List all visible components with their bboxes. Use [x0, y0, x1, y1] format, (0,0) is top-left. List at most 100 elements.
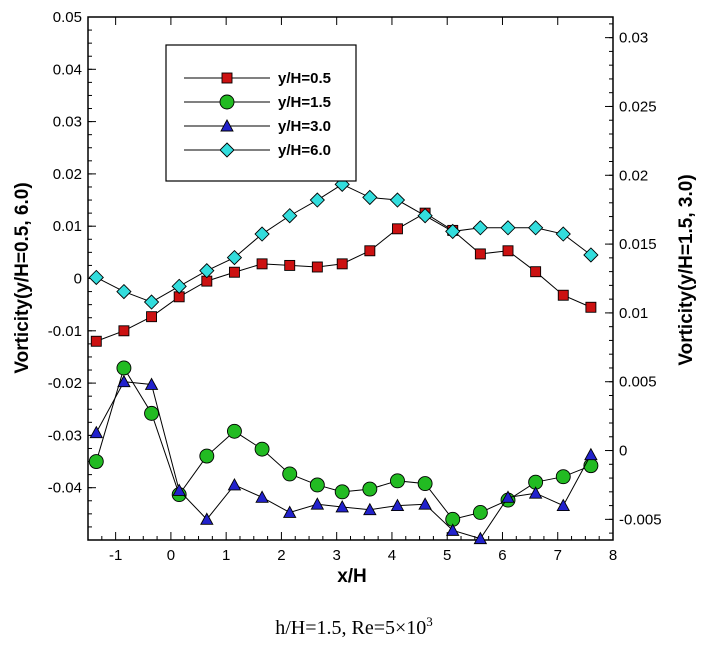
data-point: [309, 192, 325, 208]
y-left-tick-label: 0.03: [53, 114, 82, 131]
data-point: [171, 278, 187, 294]
data-point: [144, 405, 160, 421]
data-point: [528, 486, 543, 499]
data-point: [144, 377, 159, 390]
y-left-tick-label: -0.02: [48, 375, 82, 392]
x-tick-label: 4: [388, 547, 396, 564]
data-point: [417, 476, 433, 492]
data-point: [284, 259, 296, 271]
data-point: [89, 425, 104, 439]
data-point: [228, 266, 240, 278]
data-point: [585, 301, 597, 313]
data-point: [146, 311, 158, 323]
data-point: [364, 245, 376, 257]
y-left-tick-label: -0.04: [48, 480, 82, 497]
data-point: [418, 497, 432, 510]
data-point: [172, 483, 186, 496]
y-left-tick-label: 0: [74, 271, 82, 288]
data-point: [199, 448, 215, 464]
y-left-tick-label: -0.01: [48, 323, 82, 340]
data-point: [556, 498, 571, 512]
caption-superscript: 3: [426, 614, 433, 629]
y-axis-label-left: Vorticity(y/H=0.5, 6.0): [12, 182, 33, 373]
data-point: [336, 258, 348, 270]
data-point: [116, 283, 132, 300]
data-point: [309, 477, 325, 493]
caption-text: h/H=1.5, Re=5×10: [275, 617, 426, 639]
y-right-tick-label: 0.02: [619, 167, 648, 184]
data-point: [90, 335, 102, 347]
legend-marker: [219, 94, 235, 110]
x-tick-label: 5: [443, 547, 451, 564]
data-point: [256, 258, 268, 270]
y-left-tick-label: 0.02: [53, 166, 82, 183]
data-point: [501, 490, 515, 503]
data-point: [474, 248, 486, 260]
data-point: [557, 289, 569, 301]
y-right-tick-label: 0.005: [619, 374, 657, 391]
data-point: [390, 473, 405, 489]
data-point: [200, 512, 214, 525]
data-point: [583, 458, 599, 474]
data-point: [116, 360, 132, 376]
legend-marker: [220, 119, 234, 132]
legend-label: y/H=3.0: [278, 118, 331, 135]
data-point: [390, 498, 405, 512]
series-4: [88, 176, 599, 310]
data-point: [255, 490, 269, 503]
data-point: [88, 269, 104, 286]
y-right-tick-label: 0.01: [619, 305, 648, 322]
data-point: [282, 466, 298, 482]
data-point: [199, 263, 215, 279]
series-layer: [88, 176, 599, 545]
x-tick-label: 7: [554, 547, 562, 564]
legend-label: y/H=0.5: [278, 70, 331, 87]
x-tick-label: -1: [109, 547, 122, 564]
data-point: [502, 245, 514, 257]
x-tick-label: 8: [609, 547, 617, 564]
legend: y/H=0.5 y/H=1.5 y/H=3.0 y/H=6.0: [165, 44, 357, 182]
data-point: [254, 226, 270, 242]
data-point: [227, 478, 242, 491]
x-tick-label: 2: [277, 547, 285, 564]
series-3: [89, 374, 598, 545]
caption: h/H=1.5, Re=5×103: [275, 614, 433, 639]
data-point: [555, 469, 571, 485]
legend-box: [165, 44, 357, 182]
data-point: [362, 189, 378, 206]
data-point: [310, 497, 325, 510]
data-point: [583, 247, 599, 263]
data-point: [473, 531, 488, 545]
y-left-tick-label: 0.01: [53, 218, 82, 235]
y-left-tick-label: 0.04: [53, 61, 82, 78]
data-point: [282, 505, 297, 518]
y-right-tick-label: 0: [619, 443, 627, 460]
data-point: [472, 220, 489, 236]
data-point: [500, 220, 516, 236]
data-point: [117, 374, 131, 388]
data-point: [389, 192, 406, 208]
data-point: [335, 500, 349, 513]
y-right-tick-label: 0.015: [619, 236, 657, 253]
y-right-tick-label: 0.03: [619, 30, 648, 47]
x-tick-label: 6: [498, 547, 506, 564]
y-left-tick-label: -0.03: [48, 427, 82, 444]
data-point: [282, 208, 298, 224]
x-tick-label: 3: [333, 547, 341, 564]
legend-marker: [221, 72, 233, 84]
data-point: [311, 261, 323, 273]
x-tick-label: 1: [222, 547, 230, 564]
data-point: [392, 223, 403, 235]
data-point: [445, 523, 460, 536]
x-axis-label: x/H: [337, 566, 367, 587]
data-point: [584, 447, 598, 461]
y-left-tick-label: 0.05: [53, 9, 82, 26]
data-point: [334, 484, 350, 500]
legend-label: y/H=1.5: [278, 94, 331, 111]
data-point: [555, 226, 571, 242]
data-point: [226, 423, 242, 439]
data-point: [417, 208, 433, 224]
y-right-tick-label: 0.025: [619, 98, 657, 115]
y-right-tick-label: -0.005: [619, 511, 662, 528]
legend-label: y/H=6.0: [278, 142, 331, 159]
